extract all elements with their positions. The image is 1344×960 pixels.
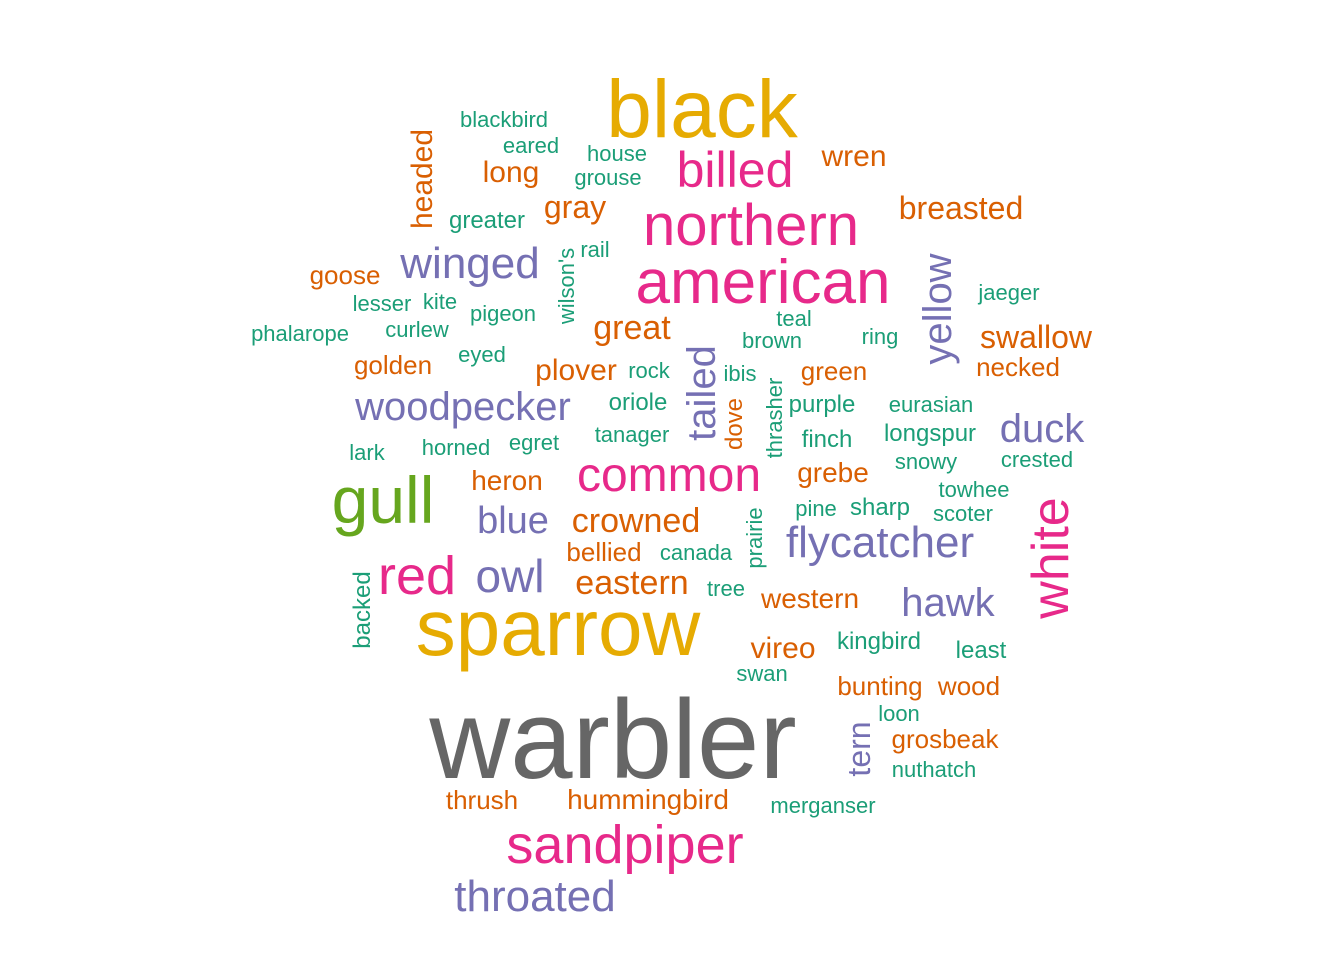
word-rail: rail xyxy=(580,237,610,262)
word-sparrow: sparrow xyxy=(415,583,701,672)
word-tree: tree xyxy=(707,576,745,601)
word-flycatcher: flycatcher xyxy=(785,518,975,567)
word-bellied: bellied xyxy=(566,537,642,567)
word-jaeger: jaeger xyxy=(978,280,1040,305)
word-lesser: lesser xyxy=(352,291,412,316)
word-golden: golden xyxy=(353,350,433,380)
word-billed: billed xyxy=(676,142,794,198)
word-kite: kite xyxy=(422,289,458,314)
word-ibis: ibis xyxy=(723,361,757,386)
word-dove: dove xyxy=(721,397,748,451)
word-black: black xyxy=(606,64,798,155)
word-egret: egret xyxy=(508,430,560,455)
word-thrush: thrush xyxy=(445,785,519,815)
word-gull: gull xyxy=(331,463,435,537)
word-phalarope: phalarope xyxy=(251,321,349,346)
word-sandpiper: sandpiper xyxy=(506,815,744,875)
word-backed: backed xyxy=(349,571,376,649)
word-canada: canada xyxy=(659,540,733,565)
word-brown: brown xyxy=(742,328,802,353)
word-throated: throated xyxy=(454,872,616,921)
word-blue: blue xyxy=(477,500,549,542)
word-greater: greater xyxy=(448,207,526,234)
word-least: least xyxy=(955,637,1007,664)
word-yellow: yellow xyxy=(916,253,960,365)
word-american: american xyxy=(635,248,891,317)
word-plover: plover xyxy=(535,354,617,387)
word-vireo: vireo xyxy=(750,632,816,665)
word-grouse: grouse xyxy=(574,165,642,190)
word-finch: finch xyxy=(801,426,853,453)
word-prairie: prairie xyxy=(742,507,767,569)
word-pigeon: pigeon xyxy=(469,301,537,326)
word-breasted: breasted xyxy=(898,190,1024,226)
word-ring: ring xyxy=(861,324,899,349)
word-crowned: crowned xyxy=(571,502,701,540)
word-sharp: sharp xyxy=(849,494,911,521)
word-kingbird: kingbird xyxy=(836,628,922,655)
word-curlew: curlew xyxy=(385,317,449,342)
word-eared: eared xyxy=(502,133,560,158)
word-necked: necked xyxy=(976,352,1060,382)
word-eyed: eyed xyxy=(458,342,506,367)
word-winged: winged xyxy=(400,239,540,288)
word-wood: wood xyxy=(937,671,1001,701)
word-blackbird: blackbird xyxy=(459,107,549,132)
word-grosbeak: grosbeak xyxy=(891,724,999,754)
word-eastern: eastern xyxy=(575,564,689,602)
word-teal: teal xyxy=(776,306,812,331)
word-loon: loon xyxy=(878,701,920,726)
word-swallow: swallow xyxy=(979,319,1093,355)
word-heron: heron xyxy=(471,465,543,496)
word-hummingbird: hummingbird xyxy=(567,784,729,815)
word-northern: northern xyxy=(642,193,860,258)
word-lark: lark xyxy=(349,440,385,465)
word-green: green xyxy=(800,356,868,386)
word-house: house xyxy=(587,141,647,166)
word-crested: crested xyxy=(1000,447,1074,472)
word-long: long xyxy=(482,156,540,189)
word-pine: pine xyxy=(795,496,837,521)
word-woodpecker: woodpecker xyxy=(355,385,571,429)
word-nuthatch: nuthatch xyxy=(891,757,977,782)
word-rock: rock xyxy=(628,358,670,383)
word-red: red xyxy=(377,546,457,606)
word-horned: horned xyxy=(421,435,491,460)
word-goose: goose xyxy=(309,260,381,290)
word-bunting: bunting xyxy=(837,671,923,701)
word-wilsons: wilson's xyxy=(554,247,579,325)
word-duck: duck xyxy=(999,407,1085,451)
word-wren: wren xyxy=(821,140,887,173)
word-swan: swan xyxy=(736,661,788,686)
word-thrasher: thrasher xyxy=(762,377,787,459)
word-scoter: scoter xyxy=(933,501,993,526)
word-common: common xyxy=(576,449,762,502)
word-great: great xyxy=(593,309,671,347)
word-oriole: oriole xyxy=(608,389,668,416)
word-tern: tern xyxy=(841,721,877,777)
word-tailed: tailed xyxy=(680,345,724,441)
word-white: white xyxy=(1022,497,1080,619)
word-merganser: merganser xyxy=(770,793,876,818)
word-western: western xyxy=(760,583,860,614)
word-eurasian: eurasian xyxy=(888,392,974,417)
word-tanager: tanager xyxy=(594,422,670,447)
word-purple: purple xyxy=(788,391,856,418)
word-hawk: hawk xyxy=(901,581,995,625)
word-owl: owl xyxy=(475,550,545,602)
word-snowy: snowy xyxy=(894,449,958,474)
word-warbler: warbler xyxy=(429,677,797,802)
word-grebe: grebe xyxy=(797,457,869,488)
word-towhee: towhee xyxy=(938,477,1010,502)
word-longspur: longspur xyxy=(883,420,977,447)
word-headed: headed xyxy=(406,128,439,230)
word-gray: gray xyxy=(543,189,607,225)
